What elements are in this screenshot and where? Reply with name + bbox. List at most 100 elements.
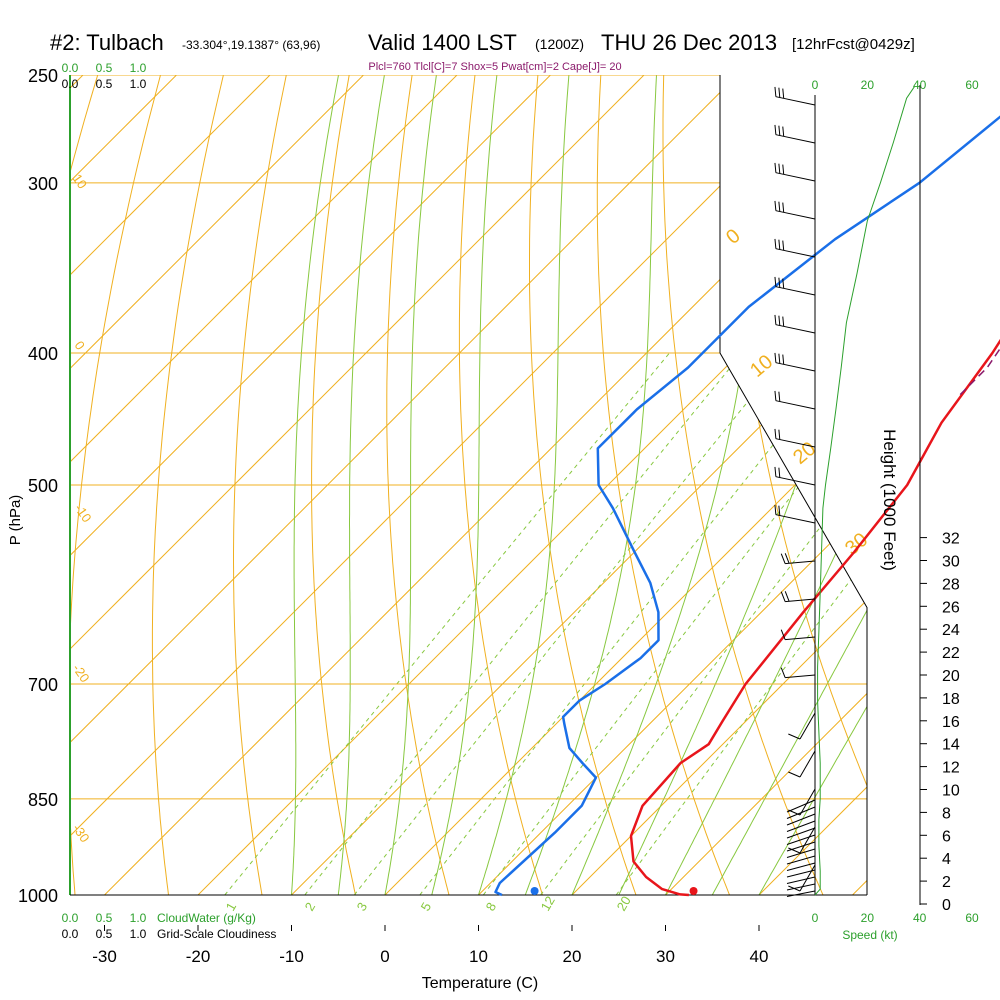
dry-adiabat	[529, 75, 637, 895]
cloudwater-tick-top: 0.0	[62, 61, 79, 75]
x-tick-label: 30	[656, 947, 675, 966]
y-axis-label: P (hPa)	[7, 495, 24, 546]
wind-barb-feather	[774, 314, 777, 325]
station-title: #2: Tulbach	[50, 30, 164, 55]
wind-barb	[775, 172, 816, 182]
cloudwater-tick-bottom: 1.0	[130, 911, 147, 925]
dry-adiabat	[662, 75, 824, 895]
sounding-indices: Plcl=760 Tlcl[C]=7 Shox=5 Pwat[cm]=2 Cap…	[368, 61, 621, 73]
cloudwater-tick-top: 0.5	[96, 61, 113, 75]
speed-tick-bottom: 60	[965, 911, 979, 925]
x-tick-label: 10	[469, 947, 488, 966]
x-tick-label: -10	[279, 947, 304, 966]
wind-barb	[775, 248, 816, 258]
forecast-date: THU 26 Dec 2013	[601, 30, 777, 55]
wind-barb	[775, 476, 816, 486]
wind-barb-low	[786, 799, 816, 813]
sounding-lines	[494, 115, 1000, 897]
pressure-tick-label: 250	[28, 66, 58, 86]
wind-speed-line	[814, 86, 915, 896]
wind-barb-feather	[780, 667, 786, 678]
cloudiness-tick-top: 0.5	[96, 77, 113, 91]
x-axis-label: Temperature (C)	[422, 975, 538, 992]
moist-adiabat	[478, 75, 570, 895]
forecast-info: [12hrFcst@0429z]	[792, 36, 915, 53]
wind-barb-feather	[778, 315, 781, 326]
wind-barb-low	[786, 813, 816, 826]
wind-barb	[799, 788, 816, 816]
wind-barb	[775, 286, 816, 296]
wind-barb	[775, 324, 816, 334]
wind-barb-feather	[778, 391, 781, 402]
wind-barb-feather	[778, 277, 781, 288]
wind-barb-feather	[774, 428, 777, 439]
wind-barb-feather	[784, 591, 790, 602]
wind-barb-low	[786, 806, 816, 819]
dry-adiabat-label: 10	[70, 171, 91, 191]
speed-tick-bottom: 0	[812, 911, 819, 925]
height-tick-label: 8	[942, 805, 951, 822]
mixing-ratio-label: 12	[538, 893, 558, 913]
wind-barb-low	[786, 820, 816, 832]
wind-barb	[785, 598, 816, 603]
parcel-line	[958, 347, 1000, 397]
x-tick-label: -20	[186, 947, 211, 966]
wind-barb-feather	[774, 276, 777, 287]
isotherm-line	[70, 75, 458, 895]
wind-barb-feather	[788, 847, 801, 854]
wind-barb	[775, 134, 816, 144]
speed-tick-top: 0	[812, 78, 819, 92]
dewpoint-line	[494, 115, 1000, 897]
cloudwater-tick-bottom: 0.5	[96, 911, 113, 925]
wind-barb-feather	[774, 504, 777, 515]
wind-barb	[775, 210, 816, 220]
pressure-tick-label: 700	[28, 675, 58, 695]
speed-tick-top: 40	[913, 78, 927, 92]
wind-barb	[775, 400, 816, 410]
cloudiness-tick-bottom: 1.0	[130, 927, 147, 941]
wind-barb-feather	[782, 278, 785, 289]
isotherm-line	[478, 75, 867, 895]
wind-barb	[775, 514, 816, 524]
wind-barb-feather	[778, 87, 781, 98]
speed-tick-bottom: 40	[913, 911, 927, 925]
height-tick-label: 28	[942, 576, 960, 593]
wind-barb-low	[786, 827, 816, 839]
isotherm-line	[665, 75, 867, 895]
wind-barb-feather	[782, 88, 785, 99]
wind-barb	[775, 438, 816, 448]
valid-time: Valid 1400 LST	[368, 30, 517, 55]
wind-barb-feather	[774, 162, 777, 173]
height-tick-label: 0	[942, 897, 951, 914]
height-tick-label: 24	[942, 622, 960, 639]
cloudiness-tick-bottom: 0.5	[96, 927, 113, 941]
mixing-ratio-label: 20	[614, 893, 634, 913]
pressure-tick-label: 850	[28, 790, 58, 810]
wind-barb-feather	[774, 86, 777, 97]
wind-barb-feather	[788, 771, 801, 778]
wind-barb-low	[786, 855, 816, 865]
wind-barb-low	[786, 834, 816, 845]
moist-adiabat	[711, 75, 867, 895]
temperature-line	[629, 338, 1000, 897]
moist-adiabat	[337, 75, 385, 895]
wind-barb-feather	[778, 239, 781, 250]
wind-barb-feather	[774, 200, 777, 211]
wind-barb-feather	[778, 201, 781, 212]
wind-barb-feather	[774, 124, 777, 135]
cloudiness-label: Grid-Scale Cloudiness	[157, 927, 276, 941]
height-axis-label: Height (1000 Feet)	[880, 429, 899, 571]
height-tick-label: 20	[942, 668, 960, 685]
wind-barb-feather	[782, 202, 785, 213]
dry-adiabat	[596, 75, 730, 895]
wind-barb	[785, 560, 816, 565]
dry-adiabat	[311, 75, 356, 895]
moist-adiabat	[291, 75, 339, 895]
wind-barb-feather	[778, 505, 781, 516]
wind-barb	[785, 674, 816, 679]
cloudwater-tick-top: 1.0	[130, 61, 147, 75]
wind-barb	[799, 750, 816, 778]
